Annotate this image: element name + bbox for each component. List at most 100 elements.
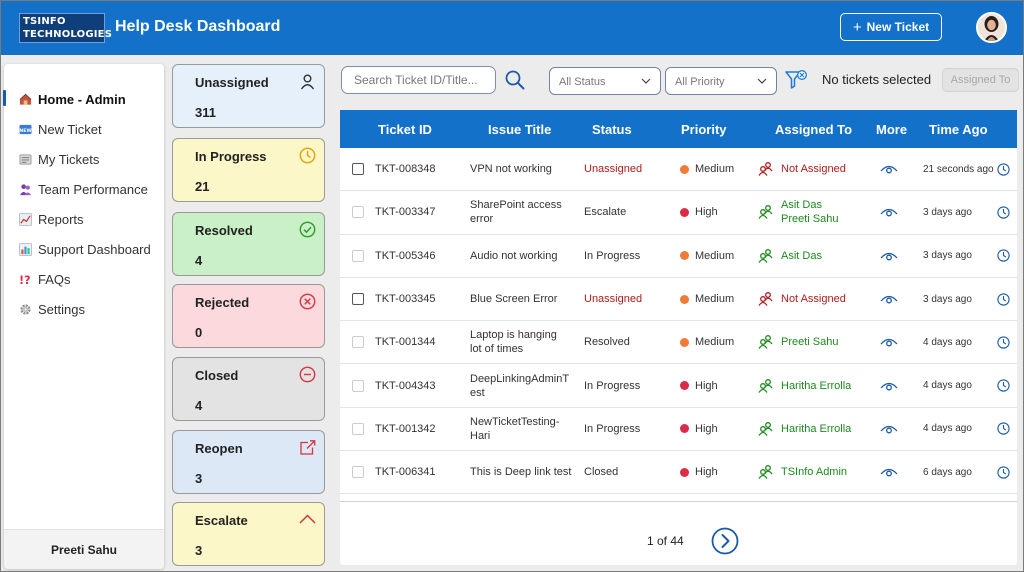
column-header-more: More <box>876 122 908 137</box>
clock-icon[interactable] <box>997 379 1010 392</box>
external-link-icon <box>300 440 316 455</box>
clock-icon[interactable] <box>997 466 1010 479</box>
status-card-count: 4 <box>195 398 203 413</box>
eye-icon[interactable] <box>880 250 898 262</box>
row-checkbox[interactable] <box>352 379 364 392</box>
status-card-reopen[interactable]: Reopen 3 <box>172 430 325 494</box>
assignees-icon <box>758 162 773 177</box>
status-card-resolved[interactable]: Resolved 4 <box>172 212 325 276</box>
clock-icon[interactable] <box>997 422 1010 436</box>
status-text: In Progress <box>584 249 641 262</box>
avatar[interactable] <box>976 12 1007 43</box>
time-ago: 3 days ago <box>923 250 972 262</box>
sidebar-nav: Home - Admin NEW New Ticket My Tickets Team … <box>3 84 164 324</box>
status-card-in-progress[interactable]: In Progress 21 <box>172 138 325 202</box>
sidebar-item-settings[interactable]: Settings <box>4 294 164 324</box>
assignee-names: Preeti Sahu <box>781 335 838 349</box>
status-card-escalate[interactable]: Escalate 3 <box>172 502 325 566</box>
next-page-icon[interactable] <box>711 527 739 555</box>
assigned-to: Not Assigned <box>758 278 846 320</box>
status-card-closed[interactable]: Closed 4 <box>172 357 325 421</box>
table-row[interactable]: TKT-005346 Audio not working In Progress Me… <box>340 235 1017 278</box>
row-checkbox[interactable] <box>352 206 364 219</box>
row-checkbox[interactable] <box>352 249 364 262</box>
eye-icon[interactable] <box>880 163 898 175</box>
sidebar-item-support-dashboard[interactable]: Support Dashboard <box>4 234 164 264</box>
status-card-rejected[interactable]: Rejected 0 <box>172 284 325 348</box>
assigned-to: Asit Das Preeti Sahu <box>758 191 838 233</box>
eye-icon[interactable] <box>880 423 898 435</box>
priority-label: High <box>695 422 718 435</box>
sidebar-item-home-admin[interactable]: Home - Admin <box>3 84 164 114</box>
time-ago: 3 days ago <box>923 293 972 305</box>
table-row[interactable]: TKT-008348 VPN not working Unassigned Mediu… <box>340 148 1017 192</box>
status-filter-dropdown[interactable]: All Status <box>549 67 661 95</box>
eye-icon[interactable] <box>880 380 898 392</box>
status-card-count: 0 <box>195 325 203 340</box>
column-header-assigned-to[interactable]: Assigned To <box>775 122 853 137</box>
bar-chart-icon <box>18 242 32 256</box>
table-header: Ticket ID Issue Title Status Priority As… <box>340 110 1017 148</box>
column-header-issue-title[interactable]: Issue Title <box>488 122 552 137</box>
assign-to-button[interactable]: Assigned To <box>942 68 1019 92</box>
table-row[interactable]: TKT-001342 NewTicketTesting- Hari In Progre… <box>340 408 1017 452</box>
new-ticket-button[interactable]: + New Ticket <box>840 13 942 41</box>
chevron-down-icon <box>757 78 767 84</box>
row-checkbox[interactable] <box>352 163 364 175</box>
status-text: Unassigned <box>584 293 643 306</box>
status-card-count: 4 <box>195 253 203 268</box>
history-cell <box>997 191 1010 233</box>
sidebar-item-label: My Tickets <box>38 151 100 167</box>
assignees-icon <box>758 292 773 306</box>
search-input[interactable]: Search Ticket ID/Title... <box>341 66 496 94</box>
row-checkbox[interactable] <box>352 336 364 349</box>
logo-line-2: TECHNOLOGIES <box>23 29 113 40</box>
table-row[interactable]: TKT-006341 This is Deep link test Closed Hi… <box>340 451 1017 495</box>
sidebar-item-reports[interactable]: Reports <box>4 204 164 234</box>
clock-icon[interactable] <box>997 336 1010 349</box>
priority: Medium <box>680 321 734 363</box>
assignee-name: Asit Das <box>781 199 822 212</box>
clock-icon[interactable] <box>997 292 1010 306</box>
eye-icon[interactable] <box>880 336 898 348</box>
ticket-id: TKT-006341 <box>375 466 436 479</box>
clock-icon[interactable] <box>997 206 1010 219</box>
eye-icon[interactable] <box>880 206 898 218</box>
history-cell <box>997 321 1010 363</box>
eye-icon[interactable] <box>880 466 898 478</box>
sidebar-item-team-performance[interactable]: Team Performance <box>4 174 164 204</box>
table-row[interactable]: TKT-003345 Blue Screen Error Unassigned Med… <box>340 278 1017 322</box>
column-header-priority[interactable]: Priority <box>681 122 727 137</box>
table-row[interactable]: TKT-003347 SharePoint access error Escalate… <box>340 191 1017 235</box>
clock-icon[interactable] <box>997 162 1010 176</box>
column-header-ticket-id[interactable]: Ticket ID <box>378 122 432 137</box>
priority-filter-dropdown[interactable]: All Priority <box>665 67 777 95</box>
clock-icon[interactable] <box>997 249 1010 262</box>
column-header-time-ago[interactable]: Time Ago <box>929 122 988 137</box>
assignee-name: Preeti Sahu <box>781 336 839 349</box>
more-cell <box>880 191 898 233</box>
clear-filter-icon[interactable] <box>784 69 808 91</box>
svg-text:NEW: NEW <box>19 127 31 133</box>
ticket-id: TKT-001342 <box>375 422 436 435</box>
issue-title: Laptop is hanging lot of times <box>470 321 557 363</box>
priority-dot <box>680 424 689 434</box>
x-circle-icon <box>299 293 316 310</box>
eye-icon[interactable] <box>880 293 898 305</box>
sidebar-item-faqs[interactable]: !? FAQs <box>4 264 164 294</box>
sidebar-item-new-ticket[interactable]: NEW New Ticket <box>4 114 164 144</box>
search-icon[interactable] <box>504 69 526 91</box>
assignee-name: Asit Das <box>781 249 822 262</box>
issue-title: VPN not working <box>470 148 552 190</box>
priority: Medium <box>680 148 734 190</box>
more-cell <box>880 408 898 450</box>
row-checkbox[interactable] <box>352 422 364 435</box>
table-row[interactable]: TKT-001344 Laptop is hanging lot of times R… <box>340 321 1017 365</box>
issue-title-line: error <box>470 213 494 226</box>
table-row[interactable]: TKT-004343 DeepLinkingAdminT est In Progres… <box>340 365 1017 408</box>
sidebar-item-my-tickets[interactable]: My Tickets <box>4 144 164 174</box>
status-card-unassigned[interactable]: Unassigned 311 <box>172 64 325 128</box>
row-checkbox[interactable] <box>352 292 364 305</box>
column-header-status[interactable]: Status <box>592 122 632 137</box>
row-checkbox[interactable] <box>352 466 364 479</box>
